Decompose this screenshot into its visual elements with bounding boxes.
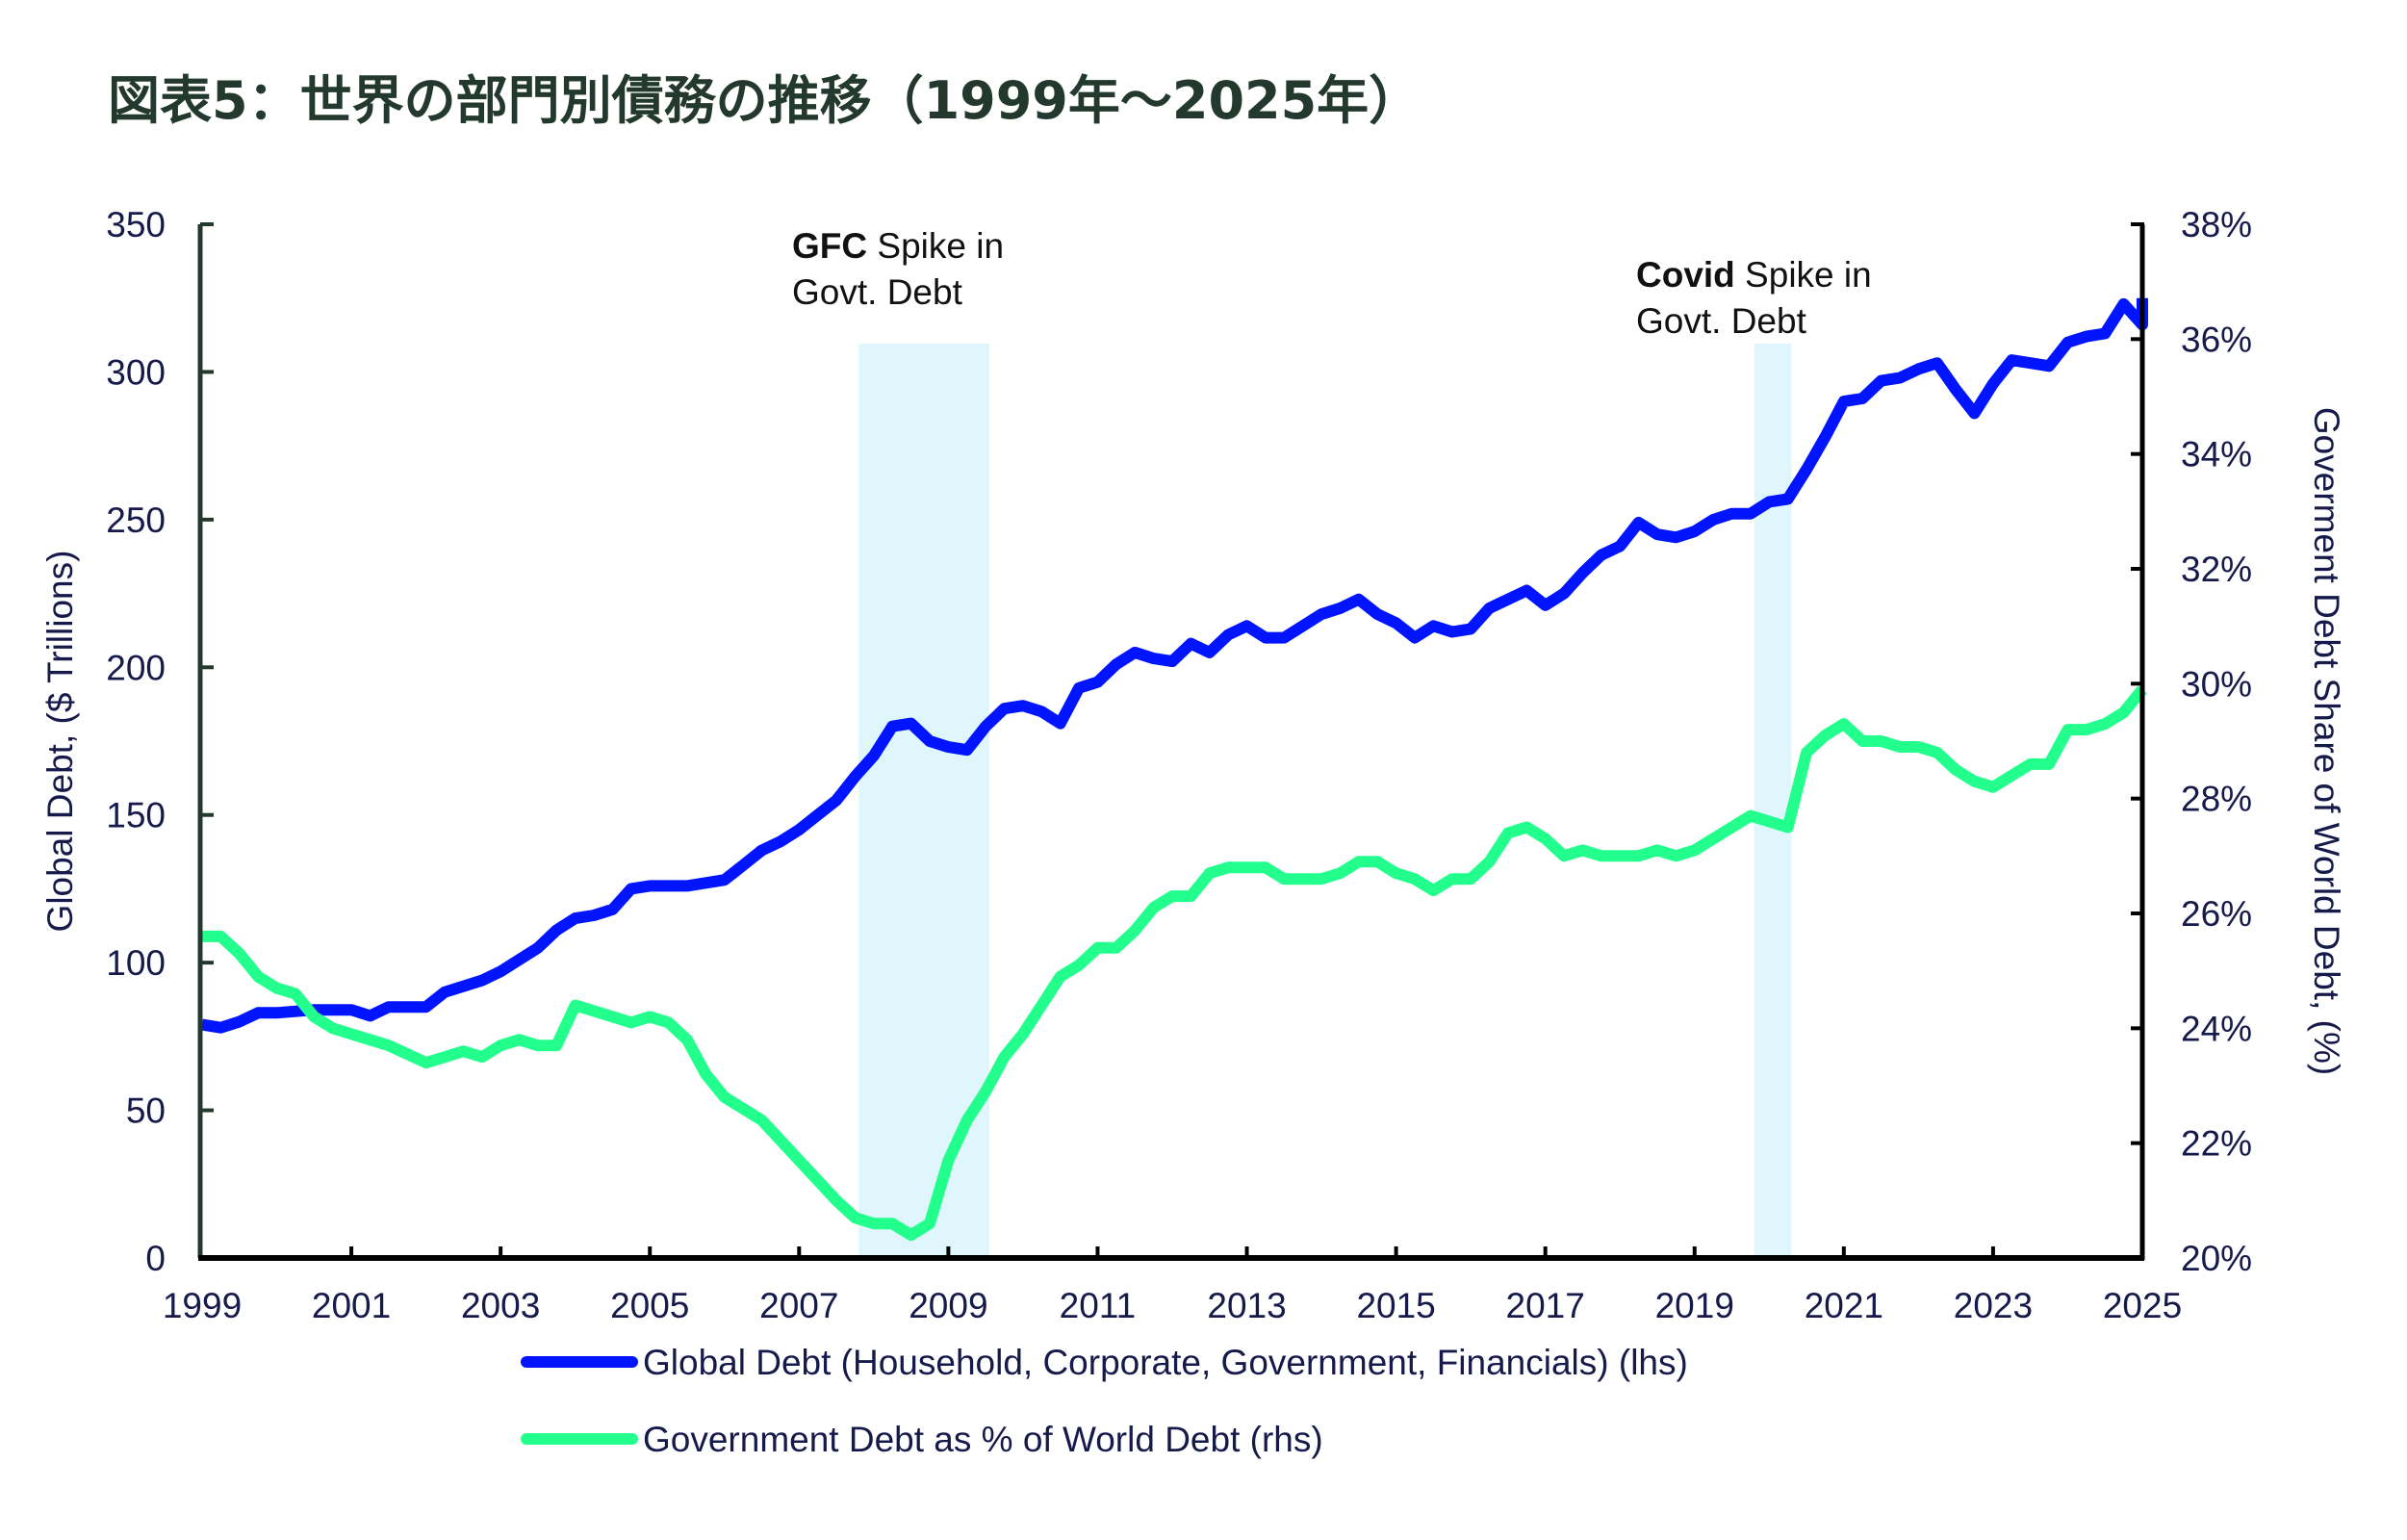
- gfc-annotation-line1: GFC Spike in: [792, 226, 1004, 266]
- y-left-tick-label: 150: [106, 796, 166, 835]
- legend: Global Debt (Household, Corporate, Gover…: [521, 1343, 1688, 1459]
- tick-labels: 1999 2001 2003 2005 2007 2009 2011 2013 2015 2017…: [106, 205, 2252, 1325]
- x-tick-label: 2013: [1207, 1286, 1286, 1325]
- x-tick-label: 2017: [1506, 1286, 1585, 1325]
- gov-debt-share-line: [202, 685, 2147, 1242]
- covid-shaded-region: [1754, 344, 1792, 1258]
- y-right-tick-label: 20%: [2181, 1239, 2252, 1278]
- x-tick-label: 2005: [610, 1286, 689, 1325]
- y-right-tick-label: 32%: [2181, 550, 2252, 589]
- y-left-tick-label: 50: [126, 1091, 166, 1131]
- annotations: GFC Spike in Govt. Debt Covid Spike in Govt…: [792, 226, 1872, 341]
- shaded-regions: [858, 344, 1792, 1258]
- y-left-tick-label: 200: [106, 648, 166, 687]
- y-axis-right-title: Goverment Debt Share of World Debt, (%): [2307, 407, 2346, 1075]
- y-right-tick-label: 36%: [2181, 320, 2252, 359]
- gfc-annotation-line2: Govt. Debt: [792, 272, 963, 312]
- y-left-tick-label: 300: [106, 352, 166, 392]
- y-right-tick-label: 28%: [2181, 780, 2252, 819]
- x-tick-label: 2023: [1954, 1286, 2033, 1325]
- y-left-tick-label: 0: [145, 1239, 166, 1278]
- global-debt-line: [201, 297, 2148, 1034]
- gov-debt-share-legend-label: Government Debt as % of World Debt (rhs): [643, 1420, 1323, 1459]
- covid-annotation-line1: Covid Spike in: [1636, 255, 1872, 295]
- covid-annotation-bold: Covid: [1636, 255, 1735, 295]
- y-right-tick-label: 24%: [2181, 1009, 2252, 1048]
- y-left-tick-label: 250: [106, 500, 166, 540]
- x-tick-label: 2019: [1655, 1286, 1734, 1325]
- chart-title: 図表5：世界の部門別債務の推移（1999年～2025年）: [108, 70, 1421, 131]
- y-axis-left-title: Global Debt, ($ Trillions): [40, 551, 80, 933]
- x-tick-label: 2009: [909, 1286, 987, 1325]
- covid-annotation-line2: Govt. Debt: [1636, 301, 1807, 341]
- y-right-tick-label: 30%: [2181, 664, 2252, 704]
- y-right-tick-label: 34%: [2181, 435, 2252, 475]
- y-right-tick-label: 22%: [2181, 1124, 2252, 1164]
- x-tick-label: 2015: [1356, 1286, 1435, 1325]
- x-tick-label: 2021: [1805, 1286, 1883, 1325]
- series-lines: [201, 297, 2148, 1242]
- gfc-shaded-region: [858, 344, 990, 1258]
- x-tick-label: 2011: [1060, 1286, 1137, 1325]
- x-tick-label: 2025: [2103, 1286, 2182, 1325]
- x-tick-label: 2003: [461, 1286, 540, 1325]
- global-debt-legend-label: Global Debt (Household, Corporate, Gover…: [643, 1343, 1688, 1382]
- x-tick-label: 1999: [163, 1286, 242, 1325]
- covid-annotation-rest: Spike in: [1735, 255, 1872, 295]
- y-left-tick-label: 100: [106, 943, 166, 983]
- x-tick-label: 2007: [759, 1286, 838, 1325]
- y-right-tick-label: 26%: [2181, 894, 2252, 934]
- gfc-annotation-rest: Spike in: [867, 226, 1004, 266]
- x-tick-label: 2001: [312, 1286, 391, 1325]
- gfc-annotation-bold: GFC: [792, 226, 867, 266]
- y-left-tick-label: 350: [106, 205, 166, 244]
- axes: [197, 222, 2145, 1261]
- y-right-tick-label: 38%: [2181, 205, 2252, 244]
